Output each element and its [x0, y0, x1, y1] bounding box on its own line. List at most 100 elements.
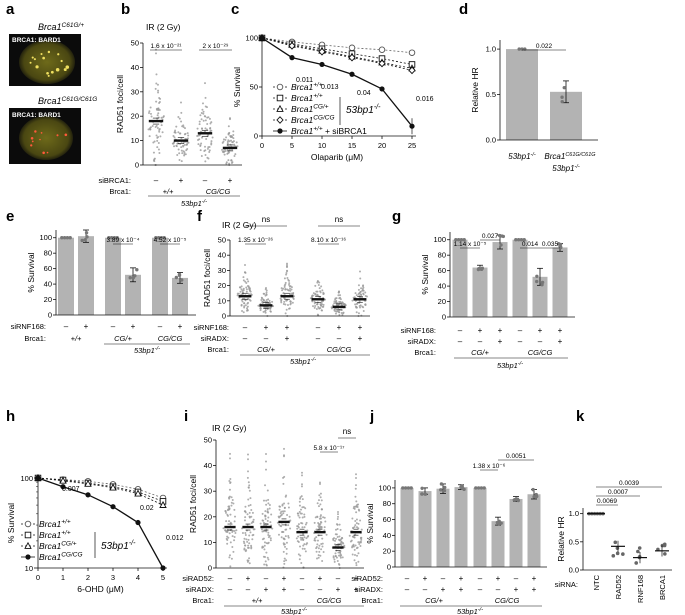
legend-group-label: 53bp1-/- [346, 104, 381, 116]
data-dot [250, 521, 253, 524]
data-dot [246, 305, 249, 308]
data-dot [287, 502, 290, 505]
data-dot [229, 521, 232, 524]
data-dot [228, 488, 231, 491]
data-dot [358, 509, 361, 512]
data-dot [247, 486, 250, 489]
pvalue: 0.012 [166, 535, 184, 542]
data-dot [301, 526, 304, 529]
data-dot [185, 143, 188, 146]
data-dot [180, 160, 183, 163]
data-dot [317, 547, 320, 550]
data-dot [236, 145, 239, 148]
data-dot [355, 504, 358, 507]
data-dot [210, 143, 213, 146]
data-dot [322, 550, 325, 553]
data-dot [319, 306, 322, 309]
data-dot [613, 540, 618, 545]
data-dot [210, 121, 213, 124]
y-tick-label: 20 [438, 297, 446, 306]
focus-dot [56, 134, 59, 137]
sign: – [300, 585, 305, 594]
data-dot [283, 286, 286, 289]
data-dot [260, 299, 263, 302]
sign: – [478, 585, 483, 594]
bar [492, 242, 508, 317]
data-dot [316, 539, 319, 542]
sign: + [558, 337, 563, 346]
data-dot [334, 552, 337, 555]
data-dot [355, 484, 357, 487]
data-dot [131, 275, 136, 280]
data-dot [298, 500, 301, 503]
data-dot [248, 511, 251, 514]
y-tick-label: 100 [378, 483, 391, 492]
data-dot [439, 482, 444, 486]
y-tick-label: 100 [245, 34, 258, 43]
data-dot [257, 304, 260, 307]
legend-entry: Brca1+/+ [291, 93, 323, 104]
row-label-sibrca1: siBRCA1: [98, 176, 131, 185]
data-dot [342, 311, 345, 314]
data-dot [313, 537, 316, 540]
data-dot [519, 238, 524, 242]
data-dot [285, 547, 288, 550]
data-dot [316, 281, 319, 284]
data-dot [286, 262, 288, 265]
category-label: BRCA1 [658, 575, 667, 600]
data-dot [225, 520, 228, 523]
data-dot [232, 502, 235, 505]
bar [552, 247, 568, 317]
series-marker [318, 47, 326, 56]
data-dot [204, 153, 207, 156]
focus-dot [33, 58, 36, 61]
data-dot [156, 83, 159, 86]
data-dot [320, 304, 323, 307]
data-dot [241, 310, 244, 313]
data-dot [158, 130, 161, 133]
data-dot [319, 515, 322, 518]
data-dot [420, 486, 424, 490]
data-dot [226, 152, 229, 155]
data-dot [357, 541, 360, 544]
bar [506, 49, 538, 140]
bar [125, 274, 141, 315]
data-dot [357, 312, 360, 315]
data-dot [304, 550, 307, 553]
sign: – [158, 322, 163, 331]
series-marker [25, 554, 31, 560]
category-label: 53bp1-/- [508, 152, 536, 161]
data-dot [322, 292, 325, 295]
data-dot [208, 149, 211, 152]
data-dot [243, 519, 246, 522]
series-marker [159, 500, 167, 508]
y-tick-label: 20 [383, 547, 391, 556]
data-dot [244, 304, 247, 307]
data-dot [355, 500, 358, 503]
data-dot [211, 136, 214, 139]
data-dot [248, 562, 251, 565]
53bp1-label: 53bp1-/- [290, 357, 316, 366]
data-dot [200, 142, 203, 145]
panel-letter-h: h [6, 408, 15, 425]
data-dot [280, 301, 283, 304]
data-dot [65, 236, 70, 240]
data-dot [318, 550, 321, 553]
x-tick-label: 25 [408, 141, 416, 150]
genotype-label: CG/+ [425, 596, 443, 605]
data-dot [341, 537, 344, 540]
series-marker [134, 489, 142, 497]
y-axis-title: % Survival [420, 254, 430, 294]
sign: + [459, 585, 464, 594]
data-dot [283, 284, 286, 287]
y-tick-label: 80 [438, 251, 446, 260]
data-dot [283, 297, 286, 300]
y-tick-label: 40 [44, 280, 52, 289]
y-axis-title: RAD51 foci/cell [115, 75, 125, 133]
data-dot [264, 310, 267, 313]
data-dot [84, 231, 89, 235]
data-dot [246, 523, 249, 526]
data-dot [238, 286, 241, 289]
data-dot [180, 278, 184, 282]
data-dot [227, 139, 230, 142]
